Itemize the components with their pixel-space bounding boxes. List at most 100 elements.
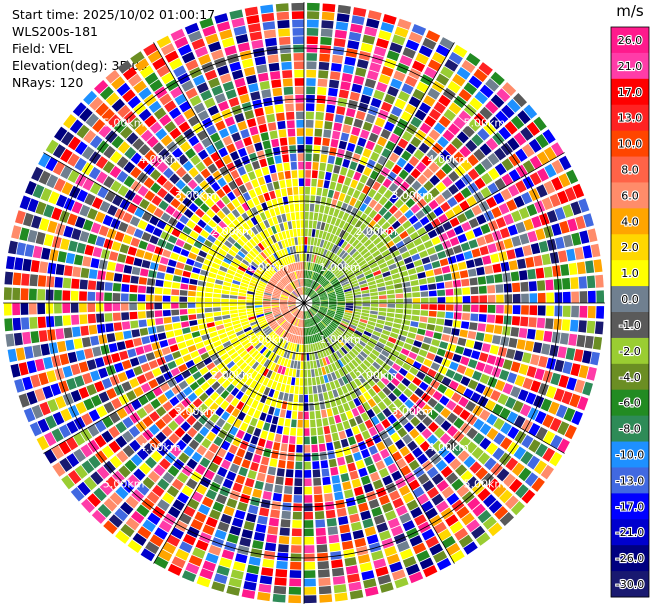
- velocity-gate: [583, 213, 594, 228]
- velocity-gate: [337, 297, 345, 300]
- velocity-gate: [401, 150, 412, 161]
- velocity-gate: [363, 166, 372, 177]
- velocity-gate: [564, 187, 577, 202]
- velocity-gate: [353, 297, 362, 301]
- velocity-gate: [361, 289, 370, 294]
- velocity-gate: [328, 294, 336, 298]
- velocity-gate: [536, 184, 548, 198]
- velocity-gate: [435, 169, 447, 180]
- velocity-gate: [316, 286, 323, 293]
- velocity-gate: [317, 265, 323, 274]
- velocity-gate: [419, 122, 432, 134]
- velocity-gate: [368, 132, 379, 143]
- velocity-gate: [476, 266, 485, 276]
- velocity-gate: [426, 149, 438, 161]
- velocity-gate: [549, 193, 561, 208]
- velocity-gate: [420, 233, 430, 243]
- velocity-gate: [478, 62, 493, 76]
- velocity-gate: [368, 209, 378, 219]
- velocity-gate: [394, 283, 403, 289]
- velocity-gate: [522, 176, 535, 190]
- velocity-gate: [314, 283, 320, 290]
- velocity-gate: [358, 280, 367, 285]
- velocity-gate: [513, 132, 527, 146]
- velocity-gate: [324, 284, 332, 290]
- velocity-gate: [347, 259, 356, 267]
- velocity-gate: [503, 213, 514, 226]
- velocity-gate: [422, 37, 437, 50]
- velocity-gate: [586, 275, 596, 289]
- velocity-gate: [541, 253, 551, 266]
- velocity-gate: [314, 273, 319, 281]
- velocity-gate: [330, 216, 337, 225]
- velocity-gate: [471, 204, 482, 216]
- velocity-gate: [405, 241, 415, 250]
- velocity-gate: [380, 128, 391, 140]
- velocity-gate: [411, 24, 427, 36]
- colorbar-tick-label: 6.0: [621, 189, 639, 202]
- velocity-gate: [402, 47, 416, 59]
- velocity-gate: [336, 258, 343, 266]
- velocity-gate: [360, 248, 369, 256]
- velocity-gate: [407, 268, 417, 275]
- colorbar-tick-label: -13.0: [616, 474, 644, 487]
- velocity-gate: [388, 245, 398, 253]
- velocity-gate: [590, 243, 601, 258]
- velocity-gate: [333, 268, 341, 275]
- velocity-gate: [460, 159, 473, 172]
- velocity-gate: [360, 286, 369, 291]
- velocity-gate: [402, 220, 412, 230]
- velocity-gate: [357, 276, 366, 282]
- velocity-gate: [480, 187, 492, 199]
- velocity-gate: [479, 143, 492, 156]
- velocity-gate: [336, 200, 343, 210]
- colorbar-tick-label: 26.0: [618, 34, 643, 47]
- velocity-gate: [527, 230, 538, 243]
- velocity-gate: [453, 192, 465, 203]
- velocity-gate: [317, 288, 325, 294]
- velocity-gate: [338, 238, 345, 247]
- colorbar-unit-label: m/s: [616, 2, 644, 20]
- velocity-gate: [353, 171, 362, 181]
- velocity-gate: [500, 188, 512, 201]
- velocity-gate: [507, 98, 521, 113]
- velocity-gate: [461, 60, 476, 74]
- velocity-gate: [542, 129, 556, 144]
- velocity-gate: [515, 148, 528, 162]
- velocity-gate: [338, 274, 346, 281]
- velocity-gate: [520, 127, 534, 141]
- velocity-gate: [438, 94, 451, 107]
- velocity-gate: [579, 291, 588, 303]
- velocity-gate: [345, 204, 353, 214]
- velocity-gate: [557, 190, 569, 205]
- velocity-gate: [570, 277, 579, 289]
- velocity-gate: [328, 296, 337, 300]
- velocity-gate: [582, 245, 593, 259]
- velocity-gate: [369, 170, 379, 180]
- velocity-gate: [362, 121, 373, 132]
- velocity-gate: [391, 164, 402, 175]
- velocity-gate: [321, 267, 327, 275]
- velocity-gate: [537, 280, 546, 291]
- velocity-gate: [478, 200, 490, 212]
- velocity-gate: [316, 274, 322, 282]
- velocity-gate: [342, 231, 350, 240]
- velocity-gate: [566, 169, 579, 184]
- velocity-gate: [464, 209, 475, 220]
- velocity-gate: [515, 164, 528, 178]
- velocity-gate: [413, 221, 423, 231]
- velocity-gate: [378, 262, 388, 269]
- velocity-gate: [366, 277, 375, 283]
- velocity-gate: [507, 224, 518, 236]
- velocity-gate: [319, 266, 325, 274]
- velocity-gate: [310, 293, 318, 299]
- velocity-gate: [574, 247, 584, 260]
- velocity-gate: [421, 256, 431, 265]
- velocity-gate: [416, 198, 427, 209]
- velocity-gate: [474, 177, 486, 190]
- velocity-gate: [373, 192, 383, 202]
- velocity-gate: [374, 254, 383, 262]
- velocity-gate: [433, 206, 444, 217]
- start-time-label: Start time: 2025/10/02 01:00:17: [12, 7, 216, 22]
- velocity-gate: [385, 280, 394, 286]
